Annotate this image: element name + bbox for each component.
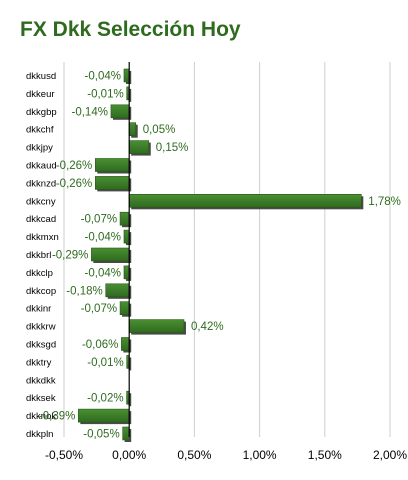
category-label: dkkpln xyxy=(26,429,53,440)
bar xyxy=(128,140,150,154)
bar xyxy=(128,122,137,136)
category-label: dkkeur xyxy=(26,89,55,100)
data-label: 0,05% xyxy=(143,124,176,136)
bar xyxy=(119,301,130,316)
data-label: 0,15% xyxy=(156,142,189,154)
data-label: -0,26% xyxy=(56,178,92,190)
data-label: -0,04% xyxy=(85,267,121,279)
category-label: dkksek xyxy=(26,393,56,404)
bar xyxy=(105,283,130,298)
category-label: dkkcop xyxy=(26,286,56,297)
x-tick-label: 1,50% xyxy=(308,448,342,462)
bar-shadow xyxy=(128,88,132,102)
x-tick-label: 2,00% xyxy=(373,448,407,462)
data-label: 1,78% xyxy=(368,196,401,208)
bar xyxy=(122,426,130,441)
bar xyxy=(123,229,130,244)
data-label: -0,07% xyxy=(81,214,117,226)
bars xyxy=(78,68,364,442)
category-label: dkkjpy xyxy=(26,143,53,154)
data-label: -0,18% xyxy=(66,285,102,297)
axes: -0,50% 0,00% 0,50% 1,00% 1,50% 2,00% xyxy=(45,62,407,462)
data-label: 0,42% xyxy=(191,321,224,333)
category-label: dkktry xyxy=(26,357,52,368)
bar xyxy=(121,337,130,351)
data-label: -0,04% xyxy=(85,232,121,244)
bar xyxy=(91,247,130,262)
bar xyxy=(123,68,130,83)
bar xyxy=(119,211,130,226)
data-label: -0,02% xyxy=(87,393,123,405)
category-label: dkkgbp xyxy=(26,107,57,118)
data-label: -0,05% xyxy=(83,429,119,441)
bar xyxy=(123,265,130,280)
data-label: -0,14% xyxy=(72,106,108,118)
category-label: dkknok xyxy=(26,411,56,422)
x-tick-label: 0,50% xyxy=(177,448,211,462)
data-label: -0,29% xyxy=(52,250,88,262)
bar xyxy=(128,194,362,208)
data-label: -0,01% xyxy=(87,357,123,369)
data-label: -0,26% xyxy=(56,160,92,172)
bar-shadow xyxy=(128,357,132,371)
category-label: dkkdkk xyxy=(26,375,56,386)
bar xyxy=(94,176,130,190)
bar xyxy=(128,319,185,333)
x-tick-label: -0,50% xyxy=(45,448,83,462)
x-tick-label: 1,00% xyxy=(243,448,277,462)
x-tick-label: 0,00% xyxy=(112,448,146,462)
category-label: dkkkrw xyxy=(26,322,56,333)
data-label: -0,07% xyxy=(81,303,117,315)
category-label: dkksgd xyxy=(26,340,56,351)
labels: dkkusd -0,04% dkkeur -0,01% dkkgbp -0,14% dkkc… xyxy=(26,71,401,441)
category-label: dkkcad xyxy=(26,214,56,225)
data-label: -0,39% xyxy=(39,411,75,423)
data-label: -0,01% xyxy=(87,88,123,100)
chart-title: FX Dkk Selección Hoy xyxy=(20,18,241,41)
grid-lines xyxy=(63,62,391,437)
category-label: dkkbrl xyxy=(26,250,51,261)
category-label: dkkmxn xyxy=(26,232,59,243)
category-label: dkknzd xyxy=(26,178,56,189)
category-label: dkkusd xyxy=(26,71,56,82)
data-label: -0,06% xyxy=(82,339,118,351)
category-label: dkkclp xyxy=(26,268,53,279)
bar-shadow xyxy=(128,393,132,407)
data-label: -0,04% xyxy=(85,71,121,83)
category-label: dkkaud xyxy=(26,161,57,172)
category-label: dkkcny xyxy=(26,196,56,207)
bar xyxy=(110,104,130,119)
bar xyxy=(78,408,130,423)
category-label: dkkinr xyxy=(26,304,51,315)
category-label: dkkchf xyxy=(26,125,54,136)
bar xyxy=(94,158,130,172)
